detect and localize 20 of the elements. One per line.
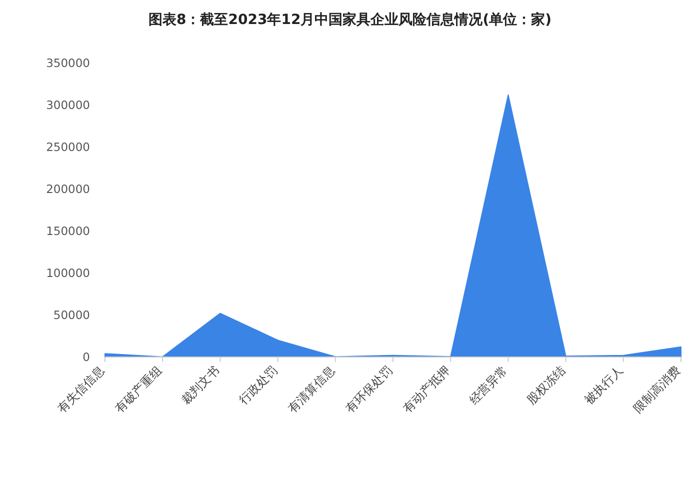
x-tick-label: 有清算信息 bbox=[285, 363, 338, 416]
x-tick-label: 经营异常 bbox=[466, 363, 510, 408]
x-tick-label: 有动产抵押 bbox=[400, 363, 453, 416]
chart-title: 图表8：截至2023年12月中国家具企业风险信息情况(单位：家) bbox=[148, 11, 552, 28]
y-tick-label: 250000 bbox=[46, 140, 90, 154]
x-tick-label: 有失信信息 bbox=[54, 363, 108, 416]
y-tick-label: 150000 bbox=[46, 224, 90, 238]
x-tick-label: 股权冻结 bbox=[524, 363, 568, 408]
x-tick-label: 行政处罚 bbox=[236, 363, 280, 408]
y-tick-label: 350000 bbox=[46, 56, 90, 70]
x-tick-label: 被执行人 bbox=[582, 363, 626, 408]
x-tick-label: 限制高消费 bbox=[630, 363, 684, 416]
y-tick-label: 200000 bbox=[46, 182, 90, 196]
y-tick-label: 50000 bbox=[53, 308, 90, 322]
y-tick-label: 300000 bbox=[46, 98, 90, 112]
x-tick-label: 裁判文书 bbox=[178, 363, 222, 408]
x-tick-label: 有破产重组 bbox=[112, 363, 165, 416]
y-tick-label: 0 bbox=[82, 350, 90, 364]
x-tick-label: 有环保处罚 bbox=[342, 363, 396, 416]
y-tick-label: 100000 bbox=[46, 266, 90, 280]
